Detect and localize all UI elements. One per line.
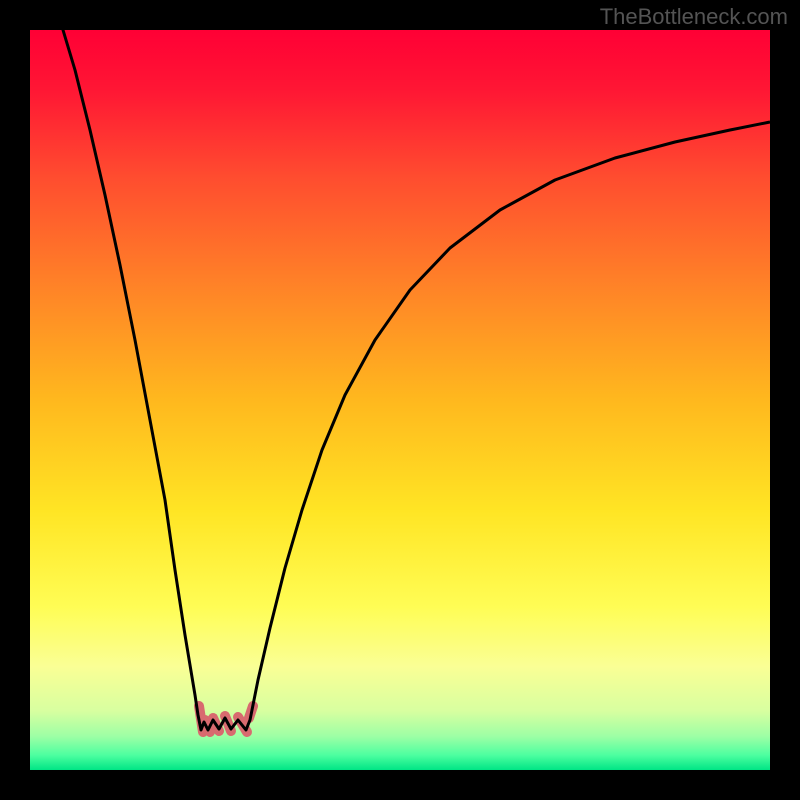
watermark-text: TheBottleneck.com [600, 4, 788, 30]
bottleneck-chart [0, 0, 800, 800]
plot-background [30, 30, 770, 770]
chart-container: TheBottleneck.com [0, 0, 800, 800]
